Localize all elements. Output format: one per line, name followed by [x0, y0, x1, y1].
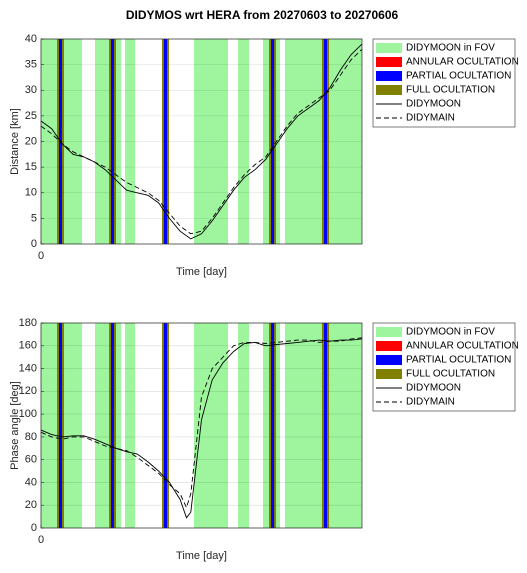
legend-label: DIDYMAIN	[406, 113, 455, 124]
y-tick-label: 5	[31, 212, 37, 224]
band	[95, 39, 122, 244]
x-axis-label: Time [day]	[176, 550, 227, 562]
figure-title: DIDYMOS wrt HERA from 20270603 to 202706…	[126, 8, 399, 22]
legend-label: PARTIAL OCULTATION	[406, 71, 511, 82]
y-tick-label: 20	[25, 135, 37, 147]
y-tick-label: 80	[25, 431, 37, 443]
axes-box	[40, 322, 363, 529]
legend-box	[372, 322, 516, 412]
legend-swatch	[376, 327, 402, 337]
band	[163, 39, 168, 244]
x-tick-label: 0	[38, 534, 44, 546]
legend-label: DIDYMOON in FOV	[406, 327, 495, 338]
y-tick-label: 15	[25, 161, 37, 173]
band	[194, 323, 229, 528]
x-axis-label: Time [day]	[176, 266, 227, 278]
legend-label: FULL OCULTATION	[406, 85, 495, 96]
y-tick-label: 35	[25, 59, 37, 71]
band	[271, 39, 275, 244]
band	[194, 39, 229, 244]
legend-box	[372, 38, 516, 128]
y-axis-label: Distance [km]	[9, 108, 21, 175]
band	[324, 323, 328, 528]
band	[271, 323, 275, 528]
y-tick-label: 160	[19, 340, 37, 352]
y-tick-label: 40	[25, 476, 37, 488]
legend-swatch	[376, 355, 402, 365]
legend-swatch	[376, 57, 402, 67]
legend-swatch	[376, 85, 402, 95]
legend-label: PARTIAL OCULTATION	[406, 355, 511, 366]
legend-label: ANNULAR OCULTATION	[406, 341, 519, 352]
legend-label: DIDYMOON	[406, 99, 461, 110]
y-tick-label: 100	[19, 408, 37, 420]
y-tick-label: 40	[25, 33, 37, 45]
y-tick-label: 180	[19, 317, 37, 329]
legend-label: DIDYMOON	[406, 383, 461, 394]
band	[324, 39, 328, 244]
series-line	[40, 337, 363, 509]
y-tick-label: 140	[19, 362, 37, 374]
legend-swatch	[376, 341, 402, 351]
band	[110, 323, 114, 528]
band	[110, 39, 114, 244]
legend-swatch	[376, 43, 402, 53]
band	[237, 323, 250, 528]
band	[237, 39, 250, 244]
legend-swatch	[376, 369, 402, 379]
legend-label: DIDYMOON in FOV	[406, 43, 495, 54]
y-tick-label: 30	[25, 84, 37, 96]
series-line	[40, 338, 363, 519]
band	[95, 323, 122, 528]
band	[58, 323, 62, 528]
y-tick-label: 20	[25, 499, 37, 511]
y-tick-label: 10	[25, 187, 37, 199]
axes-box	[40, 38, 363, 245]
y-tick-label: 0	[31, 522, 37, 534]
y-axis-label: Phase angle [deg]	[9, 381, 21, 470]
y-tick-label: 0	[31, 238, 37, 250]
legend-label: FULL OCULTATION	[406, 369, 495, 380]
band	[163, 323, 168, 528]
y-tick-label: 25	[25, 110, 37, 122]
band	[124, 323, 136, 528]
band	[124, 39, 136, 244]
y-tick-label: 60	[25, 454, 37, 466]
legend-swatch	[376, 71, 402, 81]
y-tick-label: 120	[19, 385, 37, 397]
x-tick-label: 0	[38, 250, 44, 262]
series-line	[40, 48, 363, 235]
legend-label: DIDYMAIN	[406, 397, 455, 408]
legend-label: ANNULAR OCULTATION	[406, 57, 519, 68]
